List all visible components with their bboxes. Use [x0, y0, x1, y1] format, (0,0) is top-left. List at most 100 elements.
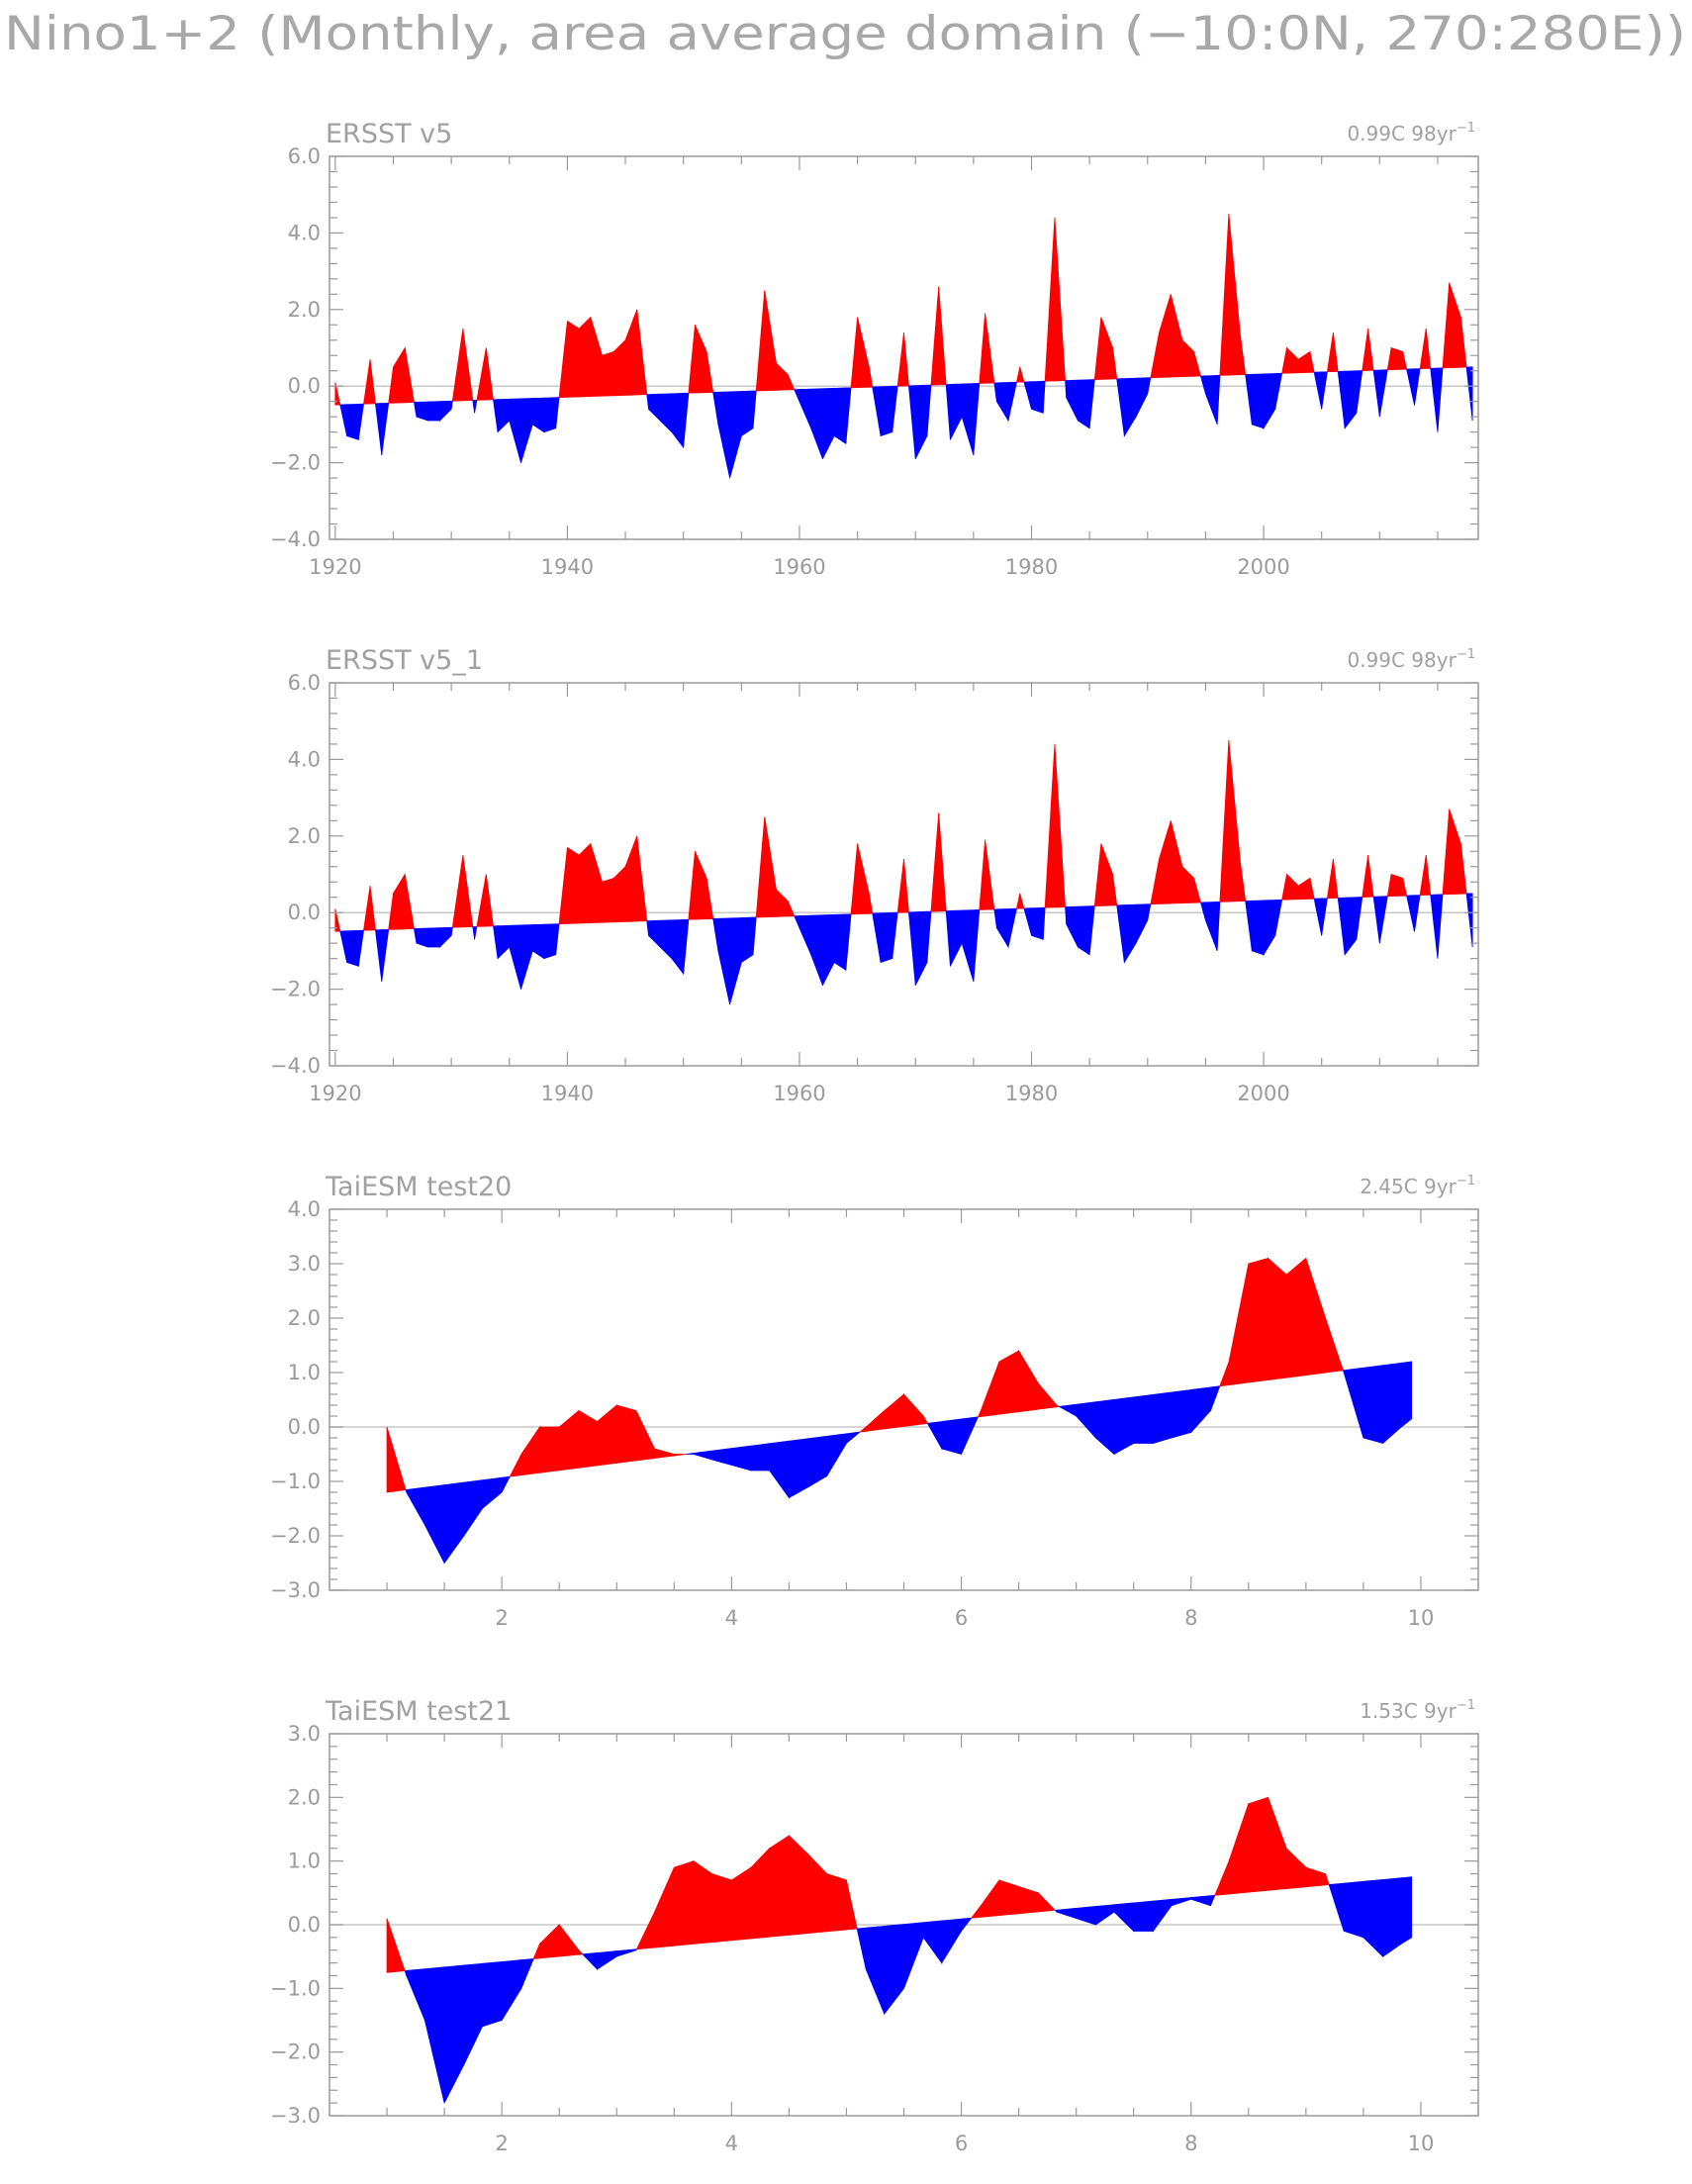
y-tick-label: −3.0: [270, 1578, 321, 1602]
anomaly-fill-positive: [693, 1859, 713, 1945]
anomaly-fill-negative: [1031, 906, 1044, 940]
anomaly-fill-negative: [845, 913, 852, 971]
anomaly-fill-positive: [578, 316, 592, 398]
anomaly-fill-positive: [578, 1948, 584, 1955]
y-tick-label: −2.0: [270, 2041, 321, 2064]
anomaly-fill-negative: [880, 911, 893, 964]
anomaly-fill-negative: [926, 910, 932, 963]
chart-panel-1: −4.0 −2.0 0.0 2.0 4.0 6.0 1920 1940 1960 1980 2000…: [270, 119, 1479, 579]
y-tick-label: −4.0: [270, 1054, 321, 1078]
x-tick-label: 1960: [773, 555, 825, 579]
anomaly-fill-negative: [1153, 1391, 1173, 1445]
anomaly-fill-positive: [1193, 878, 1201, 903]
anomaly-fill-negative: [926, 384, 932, 436]
anomaly-fill-negative: [1465, 893, 1473, 948]
anomaly-fill-negative: [346, 929, 359, 967]
y-tick-label: −2.0: [270, 978, 321, 1001]
anomaly-fill-positive: [602, 350, 614, 397]
anomaly-fill-negative: [1437, 894, 1444, 959]
anomaly-fill-positive: [1402, 351, 1408, 370]
anomaly-fill-negative: [1133, 1393, 1154, 1444]
anomaly-fill-positive: [369, 886, 376, 931]
anomaly-fill-negative: [427, 927, 440, 948]
anomaly-fill-positive: [787, 901, 796, 917]
anomaly-fill-positive: [1390, 346, 1404, 371]
anomaly-fill-positive: [602, 877, 614, 923]
anomaly-fill-positive: [462, 329, 474, 402]
anomaly-fill-negative: [789, 1438, 809, 1499]
y-tick-label: −2.0: [270, 451, 321, 475]
x-tick-label: 1920: [309, 1082, 361, 1105]
y-tick-label: −1.0: [270, 1976, 321, 2000]
trend-label: 1.53C 9yr−1: [1360, 1698, 1475, 1723]
anomaly-fill-negative: [892, 385, 898, 432]
anomaly-fill-negative: [1251, 373, 1265, 429]
anomaly-fill-negative: [752, 916, 757, 955]
anomaly-fill-negative: [450, 400, 453, 410]
anomaly-fill-positive: [1333, 858, 1339, 899]
anomaly-fill-negative: [1031, 380, 1044, 414]
y-tick-label: 6.0: [288, 144, 321, 168]
anomaly-fill-positive: [485, 874, 494, 927]
anomaly-fill-positive: [1367, 329, 1374, 371]
anomaly-fill-negative: [543, 397, 557, 433]
x-tick-label: 2000: [1237, 1082, 1289, 1105]
y-tick-label: 4.0: [288, 747, 321, 771]
y-tick-label: 6.0: [288, 671, 321, 695]
anomaly-fill-negative: [474, 399, 478, 414]
anomaly-fill-positive: [1425, 329, 1432, 369]
anomaly-fill-positive: [1309, 878, 1315, 900]
x-tick-label: 1940: [541, 555, 594, 579]
anomaly-fill-negative: [555, 923, 560, 955]
x-tick-label: 6: [955, 1606, 968, 1630]
anomaly-fill-negative: [1216, 374, 1221, 425]
anomaly-fill-positive: [868, 366, 874, 388]
anomaly-fill-positive: [1325, 1873, 1330, 1886]
anomaly-fill-negative: [1414, 895, 1421, 932]
anomaly-fill-positive: [1019, 893, 1025, 909]
anomaly-fill-positive: [567, 320, 580, 398]
anomaly-fill-negative: [683, 918, 690, 975]
anomaly-fill-positive: [1402, 878, 1408, 897]
anomaly-fill-negative: [892, 911, 898, 959]
anomaly-fill-positive: [922, 1414, 929, 1425]
anomaly-fill-positive: [705, 351, 714, 394]
anomaly-fill-negative: [1088, 905, 1095, 955]
anomaly-fill-negative: [1400, 1876, 1413, 1946]
anomaly-fill-positive: [636, 309, 648, 396]
anomaly-fill-positive: [1425, 855, 1432, 896]
anomaly-fill-positive: [1268, 1257, 1287, 1380]
anomaly-fill-positive: [673, 1454, 687, 1457]
anomaly-fill-positive: [711, 1872, 732, 1944]
anomaly-fill-negative: [683, 392, 690, 448]
anomaly-fill-negative: [1274, 899, 1283, 936]
anomaly-fill-positive: [1240, 862, 1247, 902]
anomaly-fill-positive: [998, 1350, 1019, 1415]
y-tick-label: 0.0: [288, 1913, 321, 1937]
anomaly-fill-negative: [1007, 907, 1017, 948]
anomaly-fill-positive: [787, 374, 796, 391]
anomaly-fill-positive: [1054, 743, 1066, 908]
anomaly-fill-positive: [369, 359, 376, 405]
anomaly-fill-positive: [1112, 347, 1118, 380]
panel-title: ERSST v5: [326, 119, 452, 149]
anomaly-fill-negative: [501, 1475, 511, 1493]
anomaly-fill-positive: [985, 313, 995, 384]
figure-title: Nino1+2 (Monthly, area average domain (−…: [4, 7, 1686, 61]
anomaly-fill-positive: [1460, 843, 1467, 895]
y-tick-label: 0.0: [288, 901, 321, 924]
anomaly-fill-negative: [1216, 901, 1221, 951]
y-tick-label: 2.0: [288, 1785, 321, 1809]
anomaly-fill-negative: [357, 929, 365, 967]
anomaly-fill-positive: [1460, 317, 1467, 368]
anomaly-fill-negative: [1007, 381, 1017, 422]
anomaly-fill-negative: [543, 923, 557, 960]
anomaly-fill-negative: [1363, 1365, 1384, 1445]
anomaly-fill-negative: [1321, 371, 1328, 410]
x-tick-label: 1920: [309, 555, 361, 579]
y-tick-label: 0.0: [288, 1415, 321, 1439]
y-tick-label: 1.0: [288, 1361, 321, 1384]
anomaly-fill-positive: [404, 347, 415, 404]
anomaly-fill-negative: [961, 1917, 973, 1933]
y-tick-label: 2.0: [288, 298, 321, 322]
